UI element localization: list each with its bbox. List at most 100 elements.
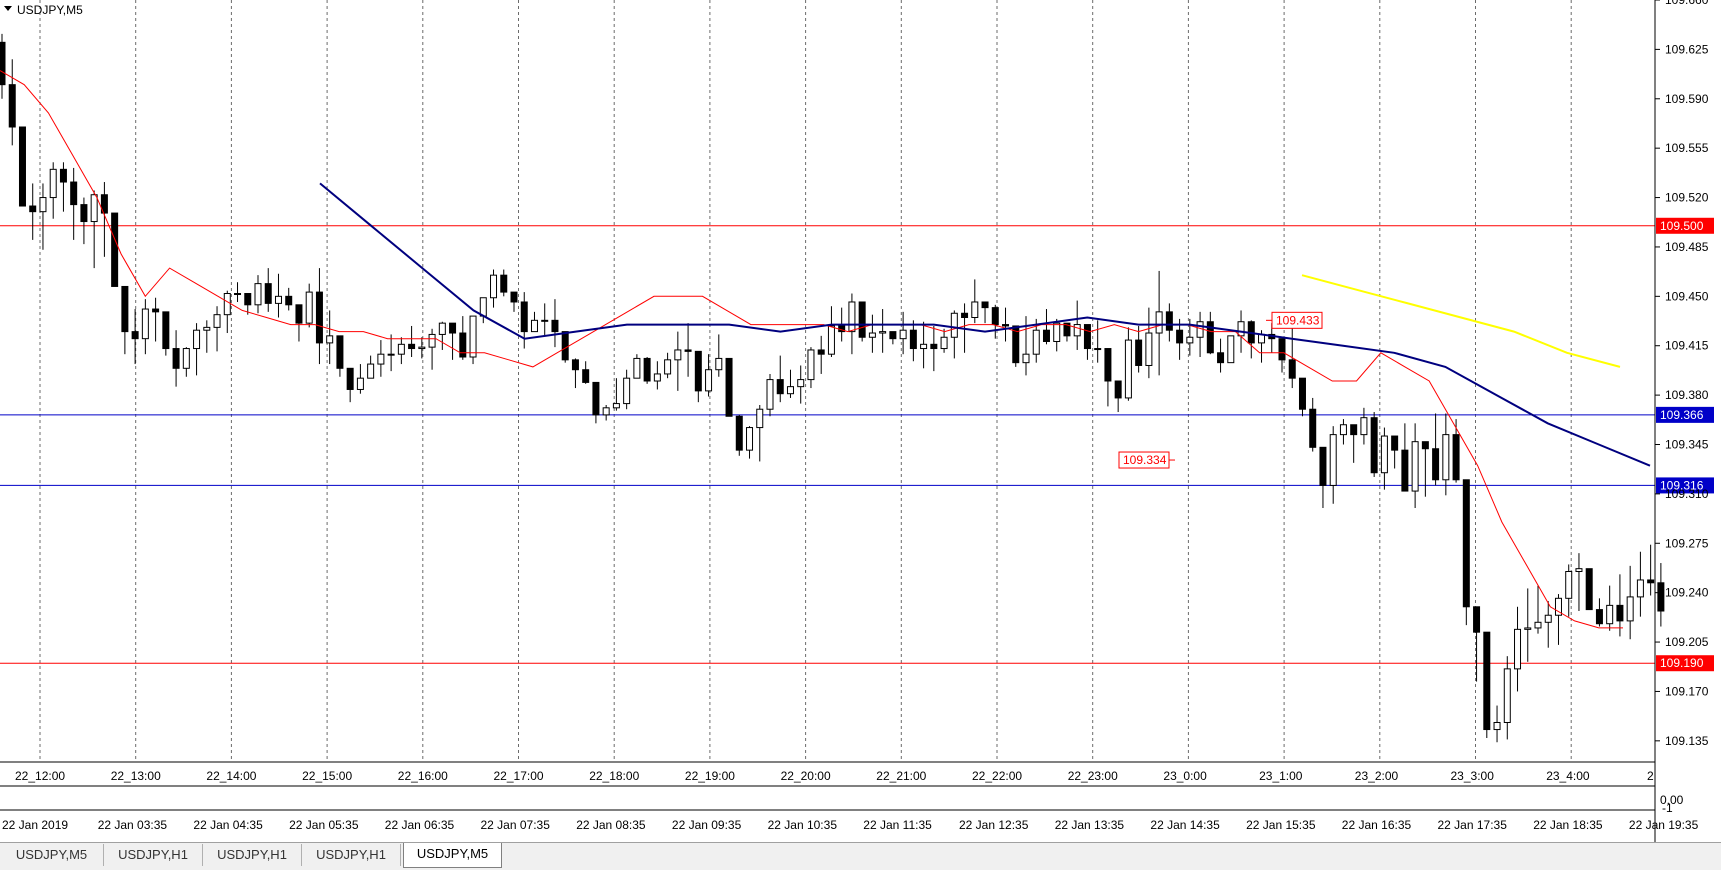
tab-usdjpy-m5-active[interactable]: USDJPY,M5 (403, 843, 502, 868)
top-time-label-15: 23_3:00 (1451, 769, 1495, 783)
candle-body-109 (1114, 380, 1122, 399)
candle-body-103 (1053, 322, 1061, 342)
candle-body-106 (1083, 324, 1091, 350)
candle-body-16 (162, 311, 170, 350)
horizontal-levels[interactable]: 109.500 109.366 109.316 109.190 (0, 217, 1714, 672)
candle-body-133 (1360, 417, 1368, 436)
candle-body-11 (111, 212, 119, 287)
candle-body-61 (623, 377, 631, 405)
top-time-label-1: 22_13:00 (111, 769, 161, 783)
top-time-label-0: 22_12:00 (15, 769, 65, 783)
top-time-label-17: 2 (1647, 769, 1654, 783)
candle-body-22 (223, 293, 231, 316)
candle-body-8 (80, 204, 88, 223)
candle-body-33 (336, 335, 344, 369)
top-time-label-14: 23_2:00 (1355, 769, 1399, 783)
candle-body-62 (633, 357, 641, 379)
candle-body-46 (469, 315, 477, 358)
candle-body-40 (408, 343, 416, 350)
bottom-time-label-8: 22 Jan 10:35 (768, 818, 838, 832)
candle-body-49 (500, 274, 508, 293)
candle-body-151 (1544, 614, 1552, 623)
level-badge-3 (1656, 655, 1714, 672)
price-tick-label-4: 109.520 (1665, 191, 1709, 205)
subwindow-label-zero: 0.00 (1660, 793, 1684, 807)
candle-body-0 (0, 41, 6, 86)
candle-body-157 (1606, 604, 1614, 625)
bottom-time-label-5: 22 Jan 07:35 (481, 818, 551, 832)
candle-body-60 (612, 403, 620, 409)
top-time-label-2: 22_14:00 (206, 769, 256, 783)
top-time-label-8: 22_20:00 (781, 769, 831, 783)
candle-body-101 (1032, 329, 1040, 355)
candle-body-160 (1636, 579, 1644, 598)
candle-body-13 (131, 331, 139, 340)
candle-body-56 (571, 359, 579, 371)
candle-body-129 (1319, 446, 1327, 486)
candle-body-88 (899, 329, 907, 340)
candle-body-127 (1298, 377, 1306, 410)
candle-body-113 (1155, 311, 1163, 334)
ma-red-line (0, 70, 1623, 629)
candle-body-75 (766, 379, 774, 410)
top-time-label-11: 22_23:00 (1068, 769, 1118, 783)
level-badge-text-3: 109.190 (1660, 656, 1704, 670)
candle-body-25 (254, 283, 262, 306)
bottom-time-label-16: 22 Jan 18:35 (1533, 818, 1603, 832)
bottom-time-label-17: 22 Jan 19:35 (1629, 818, 1699, 832)
candle-body-104 (1063, 322, 1071, 337)
candle-body-67 (684, 349, 692, 352)
candle-body-28 (285, 295, 293, 306)
price-tick-label-2: 109.590 (1665, 92, 1709, 106)
bottom-time-label-12: 22 Jan 14:35 (1150, 818, 1220, 832)
candle-body-10 (100, 194, 108, 214)
price-axis[interactable]: 109.660 109.625 109.590 109.555 109.520 109.4… (1655, 0, 1709, 748)
price-tick-label-12: 109.240 (1665, 586, 1709, 600)
candle-body-112 (1145, 332, 1153, 366)
candle-body-159 (1626, 596, 1634, 622)
candle-body-20 (203, 326, 211, 331)
time-axis-bottom: 22 Jan 2019 22 Jan 03:35 22 Jan 04:35 22 Ja… (2, 818, 1699, 832)
price-label-text-1: 109.334 (1123, 453, 1167, 467)
level-badge-1 (1656, 406, 1714, 423)
tab-usdjpy-h1-2[interactable]: USDJPY,H1 (203, 844, 302, 866)
bottom-time-label-2: 22 Jan 04:35 (193, 818, 263, 832)
candle-body-38 (387, 353, 395, 356)
tab-usdjpy-h1-1[interactable]: USDJPY,H1 (104, 844, 203, 866)
candle-body-15 (152, 308, 160, 313)
top-time-label-5: 22_17:00 (494, 769, 544, 783)
price-tick-label-14: 109.170 (1665, 684, 1709, 698)
candle-body-145 (1483, 631, 1491, 731)
candle-body-152 (1554, 597, 1562, 616)
candle-body-96 (981, 301, 989, 309)
candle-body-63 (643, 357, 651, 382)
candle-body-134 (1370, 417, 1378, 474)
candle-body-90 (920, 343, 928, 350)
bottom-time-label-11: 22 Jan 13:35 (1055, 818, 1125, 832)
candle-body-6 (59, 168, 67, 183)
candle-body-39 (397, 343, 405, 355)
price-tick-label-13: 109.205 (1665, 635, 1709, 649)
candle-body-36 (367, 363, 375, 379)
dropdown-triangle-icon[interactable] (4, 6, 12, 11)
candle-body-131 (1339, 424, 1347, 436)
candle-body-91 (930, 343, 938, 350)
candle-body-150 (1534, 621, 1542, 629)
top-time-label-13: 23_1:00 (1259, 769, 1303, 783)
candle-body-80 (817, 349, 825, 355)
candle-body-162 (1657, 582, 1665, 612)
price-tick-label-9: 109.345 (1665, 438, 1709, 452)
candle-body-1 (8, 84, 16, 128)
candle-body-136 (1391, 435, 1399, 451)
price-tick-label-3: 109.555 (1665, 141, 1709, 155)
price-tick-label-5: 109.485 (1665, 240, 1709, 254)
candle-body-111 (1135, 339, 1143, 366)
candle-body-23 (234, 293, 242, 296)
tab-usdjpy-m5-1[interactable]: USDJPY,M5 (0, 844, 104, 866)
candle-body-135 (1380, 435, 1388, 474)
candle-body-139 (1421, 441, 1429, 450)
candle-body-31 (315, 291, 323, 344)
tab-usdjpy-h1-3[interactable]: USDJPY,H1 (302, 844, 401, 866)
candle-body-45 (459, 332, 467, 358)
